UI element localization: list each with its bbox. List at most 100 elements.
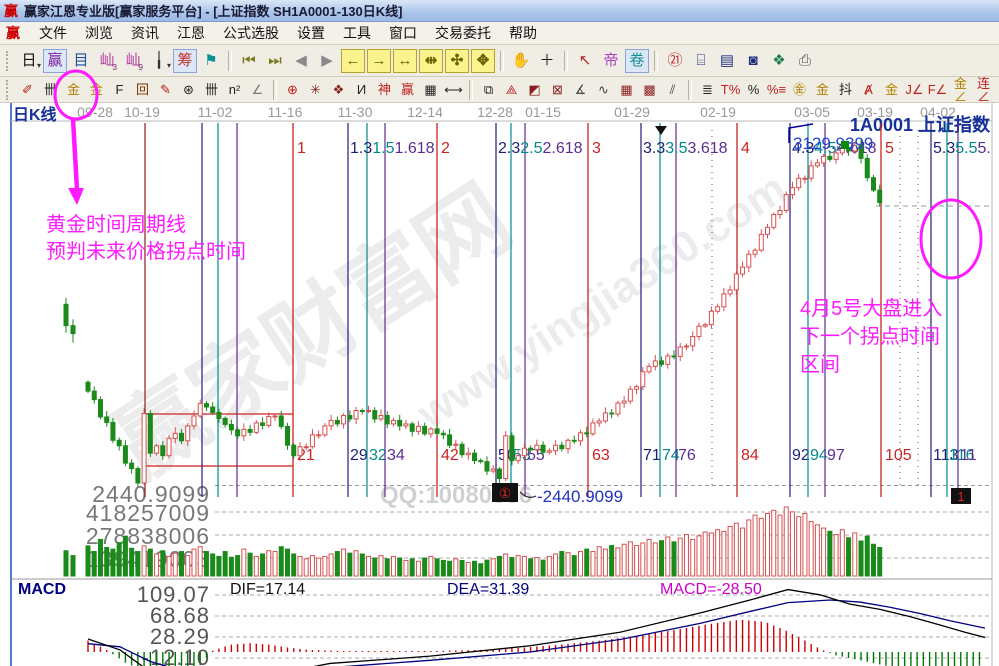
compress-horizontal-icon[interactable]: ⇹ (419, 48, 443, 73)
gann-star-icon[interactable]: ✳ (305, 79, 326, 100)
menu-item-文件[interactable]: 文件 (39, 25, 67, 41)
menu-item-资讯[interactable]: 资讯 (131, 25, 159, 41)
rect-tool-icon[interactable]: ⧉ (478, 79, 499, 100)
svg-text:76: 76 (678, 447, 696, 464)
print-icon[interactable]: ⎙ (793, 49, 817, 73)
zoom-right-icon[interactable]: → (367, 48, 391, 73)
pan-hand-icon[interactable]: ✋ (509, 49, 533, 73)
gold-mark-icon[interactable]: 金 (881, 79, 902, 100)
zigzag-icon[interactable]: ∿ (593, 79, 614, 100)
calculator-icon[interactable]: ⌸ (689, 49, 713, 73)
bar-width-icon[interactable]: ⟷ (443, 79, 464, 100)
memo-icon[interactable]: ▤ (715, 49, 739, 73)
dropdown-arrow-icon: ▾ (36, 60, 41, 70)
web-fan-icon[interactable]: ⊠ (547, 79, 568, 100)
svg-text:418257009: 418257009 (86, 500, 210, 526)
data-export-icon[interactable]: ❖ (767, 49, 791, 73)
time-clock-icon[interactable]: ⊛ (178, 79, 199, 100)
gann-grid-icon[interactable]: ▦ (616, 79, 637, 100)
smart-gann-icon[interactable]: 卷 (625, 48, 649, 73)
last-page-icon[interactable]: ⏭ (263, 49, 287, 73)
toolbar-gann: ✐ 卌金金 F 回 ✎ ⊛ 卌 n² ∠ ⊕ ✳ ❖ И 神赢 ▦ ⟷ ⧉ ⟁ ◩ ⊠ ∡ ∿ ▦ ▩ ⫽ ≣ T%% %≡ ㊎金抖 Ⱥ 金… (0, 77, 999, 103)
svg-text:DIF=17.14: DIF=17.14 (230, 581, 305, 598)
gann-target-icon[interactable]: ⊕ (282, 79, 303, 100)
svg-text:3: 3 (592, 140, 601, 157)
svg-text:2: 2 (441, 140, 450, 157)
gann-web-icon[interactable]: ❖ (328, 79, 349, 100)
zoom-horizontal-icon[interactable]: ↔ (393, 48, 417, 73)
svg-text:-2440.9099: -2440.9099 (537, 487, 623, 506)
menu-logo-icon[interactable]: 赢 (6, 25, 20, 41)
svg-text:09-28: 09-28 (77, 104, 113, 120)
svg-text:DEA=31.39: DEA=31.39 (447, 581, 529, 598)
parallel-lines-icon[interactable]: ⫽ (662, 79, 683, 100)
time-grid-icon[interactable]: 卌 (40, 79, 61, 100)
grid-123-icon[interactable]: ▦ (420, 79, 441, 100)
square-n2-icon[interactable]: n² (224, 79, 245, 100)
winner-network-icon[interactable]: 赢 (43, 48, 67, 73)
angle-measure-icon[interactable]: ∠ (247, 79, 268, 100)
draw-brush-icon[interactable]: ✐ (17, 79, 38, 100)
svg-text:02-19: 02-19 (700, 104, 736, 120)
golden-price-cycle-icon[interactable]: 金 (86, 79, 107, 100)
percent-t-icon[interactable]: T% (720, 79, 741, 100)
brush-k-icon[interactable]: 抖 (835, 79, 856, 100)
prev-bar-icon[interactable]: ◀ (289, 49, 313, 73)
marker-pen-icon[interactable]: ✎ (155, 79, 176, 100)
svg-text:01-29: 01-29 (614, 104, 650, 120)
menu-item-公式选股[interactable]: 公式选股 (223, 25, 279, 41)
menu-item-交易委托[interactable]: 交易委托 (435, 25, 491, 41)
svg-text:区间: 区间 (800, 353, 840, 376)
shen-tool-icon[interactable]: 神 (374, 79, 395, 100)
svg-text:5: 5 (885, 140, 894, 157)
svg-text:97: 97 (827, 447, 845, 464)
gold-line-icon[interactable]: 金 (812, 79, 833, 100)
svg-text:84: 84 (741, 447, 759, 464)
pointer-edit-icon[interactable]: ↖ (573, 49, 597, 73)
crosshair-icon[interactable]: ＋ (535, 49, 559, 73)
menu-item-设置[interactable]: 设置 (297, 25, 325, 41)
zoom-left-icon[interactable]: ← (341, 48, 365, 73)
menu-item-浏览[interactable]: 浏览 (85, 25, 113, 41)
percent-line-icon[interactable]: %≡ (766, 79, 787, 100)
golden-time-cycle-icon[interactable]: 金 (63, 79, 84, 100)
info-list-icon[interactable]: 目 (69, 49, 93, 73)
gold-angle-icon[interactable]: 金∠ (950, 77, 971, 103)
volume-profile-icon[interactable]: ⚑ (199, 49, 223, 73)
first-page-icon[interactable]: ⏮ (237, 49, 261, 73)
k-line-mark-icon[interactable]: И (351, 79, 372, 100)
menu-item-江恩[interactable]: 江恩 (177, 25, 205, 41)
menu-item-帮助[interactable]: 帮助 (509, 25, 537, 41)
spiral-icon[interactable]: 回 (132, 79, 153, 100)
chip-distribution-icon[interactable]: 筹 (173, 48, 197, 73)
lian-angle-icon[interactable]: 连∠ (973, 77, 994, 103)
calendar-21-icon[interactable]: ㉑ (663, 49, 687, 73)
next-bar-icon[interactable]: ▶ (315, 49, 339, 73)
gann-box-icon[interactable]: ▩ (639, 79, 660, 100)
candle-style-dropdown[interactable]: ╽ ▾ (147, 49, 171, 73)
j-angle-icon[interactable]: J∠ (904, 79, 925, 100)
fan-lines-icon[interactable]: ⟁ (501, 79, 522, 100)
toolbar-separator (688, 79, 692, 100)
zoom-all-icon[interactable]: ✣ (445, 48, 469, 73)
purple-chip-tool-icon[interactable]: 帝 (599, 49, 623, 73)
expand-all-icon[interactable]: ✥ (471, 48, 495, 73)
price-levels-icon[interactable]: ≣ (697, 79, 718, 100)
wave-a-icon[interactable]: Ⱥ (858, 79, 879, 100)
shaded-fan-icon[interactable]: ◩ (524, 79, 545, 100)
gold-circle-icon[interactable]: ㊎ (789, 79, 810, 100)
period-daily-dropdown[interactable]: 日 ▾ (17, 49, 41, 73)
fibonacci-icon[interactable]: F (109, 79, 130, 100)
menu-item-工具[interactable]: 工具 (343, 25, 371, 41)
percent-icon[interactable]: % (743, 79, 764, 100)
save-icon[interactable]: ◙ (741, 49, 765, 73)
menu-item-窗口[interactable]: 窗口 (389, 25, 417, 41)
trend-angles-icon[interactable]: ∡ (570, 79, 591, 100)
bar-count-icon[interactable]: 卌 (201, 79, 222, 100)
win-tool-icon[interactable]: 赢 (397, 79, 418, 100)
f-angle-icon[interactable]: F∠ (927, 79, 948, 100)
